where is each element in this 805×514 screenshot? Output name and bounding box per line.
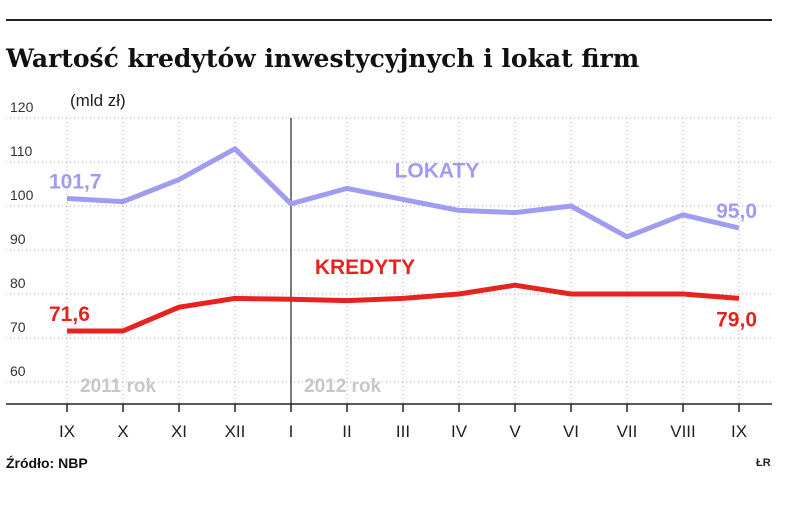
data-label-kredyty-first: 71,6: [49, 303, 90, 326]
x-tick-label-6: III: [396, 422, 410, 441]
y-tick-label-90: 90: [10, 231, 26, 247]
label-layer: LOKATY 101,7 95,0 KREDYTY 71,6 79,0: [49, 159, 757, 331]
data-label-lokaty-last: 95,0: [716, 200, 757, 223]
x-tick-label-9: VI: [563, 422, 579, 441]
y-tick-label-70: 70: [10, 319, 26, 335]
x-tick-label-12: IX: [731, 422, 747, 441]
x-tick-label-0: IX: [59, 422, 75, 441]
x-tick-label-3: XII: [225, 422, 246, 441]
chart-title: Wartość kredytów inwestycyjnych i lokat …: [5, 44, 639, 73]
x-tick-label-10: VII: [617, 422, 638, 441]
x-tick-label-11: VIII: [670, 422, 696, 441]
y-tick-label-110: 110: [10, 143, 33, 159]
x-tick-label-2: XI: [171, 422, 187, 441]
data-label-kredyty-last: 79,0: [716, 308, 757, 331]
unit-label: (mld zł): [70, 91, 126, 110]
y-tick-label-120: 120: [10, 99, 34, 115]
y-tick-label-60: 60: [10, 363, 26, 379]
series-layer: [66, 146, 740, 334]
y-tick-label-100: 100: [10, 187, 34, 203]
series-label-kredyty: KREDYTY: [315, 256, 415, 279]
series-line-lokaty: [66, 146, 740, 240]
source-note: Źródło: NBP: [6, 455, 88, 471]
data-label-lokaty-first: 101,7: [49, 171, 102, 194]
series-label-lokaty: LOKATY: [395, 159, 480, 182]
series-line-kredyty: [67, 282, 740, 334]
y-tick-label-80: 80: [10, 275, 26, 291]
x-tick-label-4: I: [289, 422, 294, 441]
author-credit: ŁR: [756, 457, 771, 469]
year-label-2012: 2012 rok: [304, 376, 382, 397]
x-tick-label-8: V: [509, 422, 521, 441]
year-label-2011: 2011 rok: [80, 376, 156, 397]
x-tick-label-5: II: [342, 422, 351, 441]
x-tick-label-7: IV: [451, 422, 468, 441]
x-tick-label-1: X: [117, 422, 128, 441]
